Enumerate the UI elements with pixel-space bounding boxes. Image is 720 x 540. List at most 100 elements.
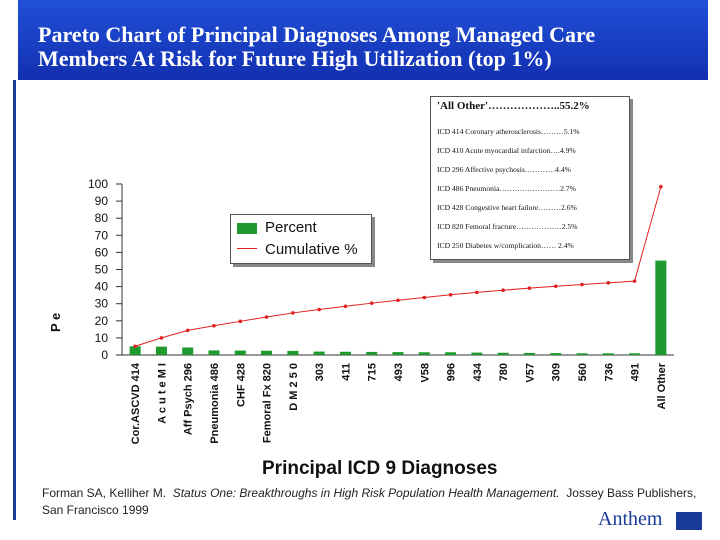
x-tick-label: 736 bbox=[603, 363, 615, 381]
x-tick-label: V58 bbox=[419, 363, 431, 383]
cumulative-point bbox=[448, 293, 453, 297]
cumulative-point bbox=[527, 286, 532, 290]
percent-swatch bbox=[237, 222, 257, 234]
bar bbox=[418, 352, 430, 355]
cumulative-point bbox=[422, 295, 427, 300]
bar bbox=[523, 352, 535, 355]
x-tick-label: Pneumonia 486 bbox=[209, 363, 221, 444]
cumulative-point bbox=[212, 323, 216, 328]
y-tick-label: 10 bbox=[95, 331, 109, 345]
x-tick-label: Cor.ASCVD 414 bbox=[130, 362, 142, 444]
chart-legend: Percent Cumulative % bbox=[230, 214, 372, 264]
left-accent-bar bbox=[13, 80, 16, 520]
cumulative-point bbox=[369, 301, 374, 305]
callout-line: ICD 428 Congestive heart failure………2.6% bbox=[437, 203, 577, 212]
x-tick-label: CHF 428 bbox=[235, 363, 247, 407]
anthem-logo: Anthem bbox=[598, 508, 663, 530]
bar bbox=[629, 353, 641, 355]
cumulative-point bbox=[159, 336, 164, 340]
citation-publisher: Jossey Bass Publishers, San Francisco 19… bbox=[42, 486, 697, 517]
all-other-callout: 'All Other'………………..55.2% ICD 414 Coronar… bbox=[430, 96, 630, 260]
bar bbox=[129, 346, 141, 355]
bar bbox=[655, 260, 667, 355]
bar bbox=[471, 352, 483, 355]
legend-item-percent: Percent bbox=[237, 219, 317, 236]
title-banner: Pareto Chart of Principal Diagnoses Amon… bbox=[18, 0, 708, 80]
bar bbox=[155, 346, 167, 355]
y-axis-label: P e bbox=[48, 312, 63, 332]
y-tick-label: 50 bbox=[95, 263, 109, 277]
legend-label-cumulative: Cumulative % bbox=[265, 241, 358, 258]
x-tick-label: Aff Psych 296 bbox=[183, 363, 195, 435]
y-tick-label: 70 bbox=[95, 228, 109, 242]
x-tick-label: 411 bbox=[340, 363, 352, 381]
y-tick-label: 80 bbox=[95, 211, 109, 225]
x-tick-label: 715 bbox=[367, 363, 379, 381]
callout-line: ICD 250 Diabetes w/complication…… 2.4% bbox=[437, 241, 574, 250]
callout-line: ICD 296 Affective psychosis…………4.4% bbox=[437, 165, 572, 174]
cumulative-point bbox=[580, 282, 584, 287]
x-tick-label: 780 bbox=[498, 363, 510, 381]
x-tick-label: 434 bbox=[472, 362, 484, 381]
y-tick-label: 100 bbox=[88, 177, 108, 191]
legend-label-percent: Percent bbox=[265, 219, 317, 236]
x-tick-label: Femoral Fx 820 bbox=[262, 363, 274, 443]
callout-line: ICD 486 Pneumonia……………………2.7% bbox=[437, 184, 577, 193]
x-tick-label: 560 bbox=[577, 363, 589, 381]
y-tick-label: 60 bbox=[95, 245, 109, 259]
bar bbox=[602, 353, 614, 355]
callout-header: 'All Other'………………..55.2% bbox=[437, 100, 590, 112]
cumulative-point bbox=[553, 284, 558, 289]
bar bbox=[234, 350, 246, 355]
x-tick-label: A c u t e M I bbox=[156, 363, 168, 424]
bar bbox=[182, 347, 194, 355]
callout-line: ICD 820 Femoral fracture………………2.5% bbox=[437, 222, 578, 231]
cumulative-point bbox=[133, 344, 137, 349]
x-tick-label: All Other bbox=[656, 362, 668, 409]
bar bbox=[392, 352, 404, 355]
cumulative-point bbox=[185, 328, 190, 333]
x-tick-label: 309 bbox=[551, 363, 563, 381]
cumulative-point bbox=[291, 311, 295, 315]
cumulative-point bbox=[501, 288, 505, 292]
bar bbox=[287, 350, 299, 355]
bar bbox=[261, 350, 273, 355]
bar bbox=[497, 352, 509, 355]
x-tick-label: D M 2 5 0 bbox=[288, 363, 300, 411]
x-tick-label: 303 bbox=[314, 363, 326, 381]
cumulative-point bbox=[343, 304, 348, 309]
citation-work: Status One: Breakthroughs in High Risk P… bbox=[172, 486, 560, 500]
cumulative-point bbox=[632, 279, 637, 283]
bar bbox=[313, 351, 325, 355]
y-tick-label: 90 bbox=[95, 194, 109, 208]
cumulative-point bbox=[317, 307, 321, 312]
slide-title-line-2: Members At Risk for Future High Utilizat… bbox=[38, 46, 552, 71]
x-tick-label: 493 bbox=[393, 363, 405, 381]
cumulative-swatch bbox=[237, 247, 257, 249]
x-tick-label: 996 bbox=[446, 363, 458, 381]
citation-authors: Forman SA, Kelliher M. bbox=[42, 486, 167, 500]
cumulative-point bbox=[475, 290, 479, 295]
anthem-logo-mark bbox=[676, 512, 702, 530]
cumulative-point bbox=[396, 298, 400, 303]
y-tick-label: 30 bbox=[95, 297, 109, 311]
bar bbox=[576, 353, 588, 355]
cumulative-point bbox=[264, 315, 269, 319]
bar bbox=[550, 353, 562, 355]
cumulative-point bbox=[238, 319, 243, 324]
cumulative-point bbox=[659, 184, 663, 189]
x-axis-title: Principal ICD 9 Diagnoses bbox=[262, 458, 498, 479]
citation: Forman SA, Kelliher M. Status One: Break… bbox=[42, 485, 702, 519]
bar bbox=[339, 351, 351, 355]
y-tick-label: 40 bbox=[95, 280, 109, 294]
x-tick-label: 491 bbox=[630, 363, 642, 381]
y-tick-label: 0 bbox=[101, 348, 108, 362]
legend-item-cumulative: Cumulative % bbox=[237, 241, 358, 258]
bar bbox=[208, 350, 220, 355]
x-tick-label: V57 bbox=[524, 363, 536, 383]
callout-line: ICD 414 Coronary atherosclerosis………5.1% bbox=[437, 127, 580, 136]
callout-line: ICD 410 Acute myocardial infarction….4.9… bbox=[437, 146, 576, 155]
bar bbox=[445, 352, 457, 355]
slide-title-line-1: Pareto Chart of Principal Diagnoses Amon… bbox=[38, 22, 596, 47]
